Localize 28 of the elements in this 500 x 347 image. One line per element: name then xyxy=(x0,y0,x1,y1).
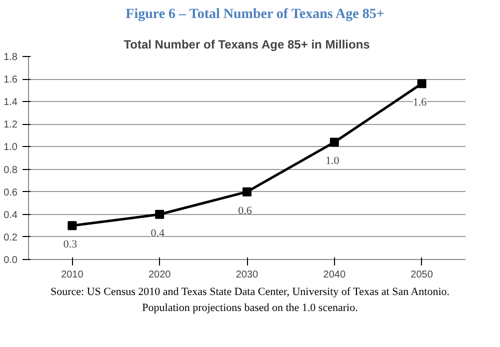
data-label: 1.0 xyxy=(326,155,340,168)
point xyxy=(242,187,252,196)
chart-title: Figure 6 – Total Number of Texans Age 85+ xyxy=(126,6,384,24)
y-tick-label: 0.6 xyxy=(4,187,18,198)
chart-subtitle: Total Number of Texans Age 85+ in Millions xyxy=(124,38,370,52)
y-tick-label: 0.2 xyxy=(4,232,18,244)
data-label: 1.6 xyxy=(412,96,428,109)
data-label: 0.4 xyxy=(150,227,165,240)
point xyxy=(155,210,164,219)
point xyxy=(417,79,426,88)
source-note: Source: US Census 2010 and Texas State Data Center, University of Texas at San Antonio. Population projections based on the 1.0 scenario. xyxy=(49,285,451,316)
y-tick-label: 0.4 xyxy=(4,210,18,221)
y-tick-label: 1.2 xyxy=(4,120,18,131)
x-tick-label: 2020 xyxy=(148,270,172,280)
point xyxy=(330,138,339,147)
x-tick-label: 2050 xyxy=(410,270,434,280)
data-label: 0.3 xyxy=(63,238,78,251)
x-tick-label: 2030 xyxy=(236,270,259,280)
y-tick-label: 1.8 xyxy=(4,52,18,63)
x-tick-label: 2010 xyxy=(61,270,84,280)
x-tick-label: 2040 xyxy=(323,270,346,280)
y-tick-label: 0.8 xyxy=(4,164,18,176)
data-label: 0.6 xyxy=(238,204,252,217)
point xyxy=(68,221,77,230)
y-tick-label: 1.0 xyxy=(4,142,18,154)
y-tick-label: 1.6 xyxy=(4,74,18,86)
y-tick-label: 0.0 xyxy=(4,255,18,266)
y-tick-label: 1.4 xyxy=(4,97,18,108)
